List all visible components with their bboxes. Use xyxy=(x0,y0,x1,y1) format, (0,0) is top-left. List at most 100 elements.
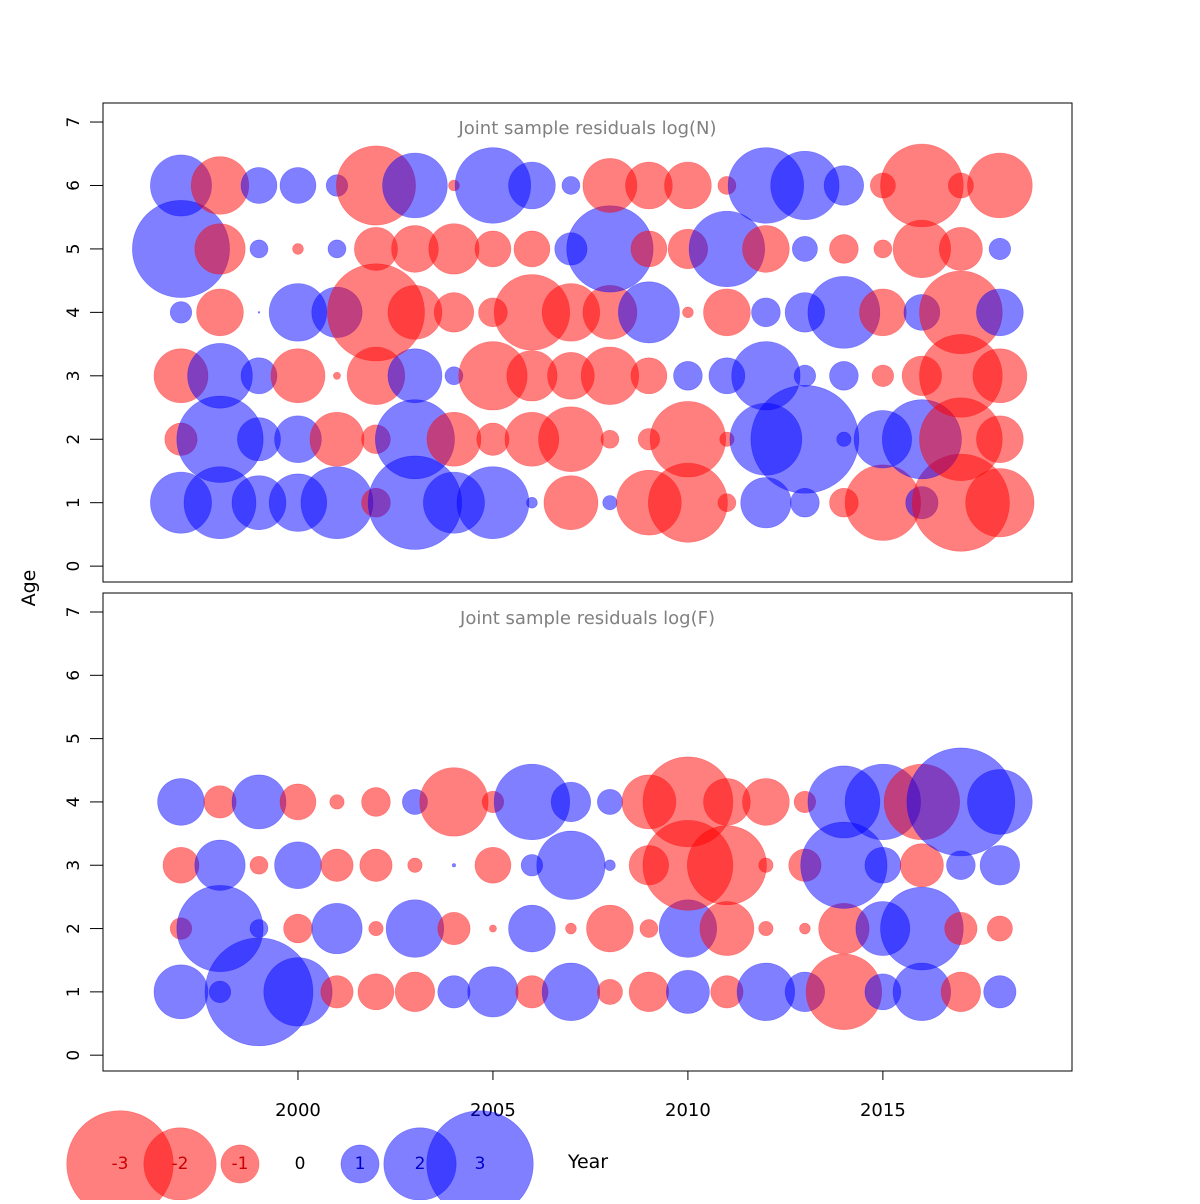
y-tick-label: 5 xyxy=(64,733,84,744)
bubble xyxy=(428,223,480,275)
y-axis-label: Age xyxy=(18,570,40,607)
bubble xyxy=(742,225,790,273)
bubble xyxy=(203,785,237,819)
panel-frame xyxy=(102,102,1073,583)
bubble xyxy=(274,841,322,889)
bubble xyxy=(823,165,864,206)
bubble xyxy=(508,161,556,210)
bubble xyxy=(437,912,471,946)
bubble xyxy=(967,152,1033,219)
bubble xyxy=(751,297,781,328)
bubble xyxy=(437,975,471,1009)
bubble xyxy=(666,969,710,1014)
bubble xyxy=(944,912,978,946)
bubble xyxy=(357,973,395,1011)
bubble xyxy=(731,341,801,411)
bubble xyxy=(604,859,616,871)
bubble xyxy=(967,769,1033,835)
bubble xyxy=(368,921,384,937)
bubble xyxy=(940,971,981,1012)
bubble xyxy=(983,975,1017,1009)
bubble xyxy=(976,288,1024,337)
bubble xyxy=(194,839,246,891)
bubble xyxy=(419,767,489,837)
bubble xyxy=(649,401,727,478)
x-tick-label: 2000 xyxy=(275,1100,321,1121)
bubble xyxy=(758,857,774,873)
y-tick-label: 4 xyxy=(64,307,84,318)
bubble xyxy=(597,789,623,815)
legend: -3 -2 -1 0 1 2 3 xyxy=(66,1110,534,1204)
bubble xyxy=(565,922,577,935)
bubble xyxy=(699,901,755,956)
bubble xyxy=(899,843,944,888)
bubble xyxy=(742,778,790,826)
y-tick-label: 2 xyxy=(64,923,84,934)
bubble xyxy=(320,848,354,882)
bubble xyxy=(541,962,601,1021)
bubble xyxy=(979,845,1020,886)
bubble xyxy=(836,431,852,447)
x-tick-label: 2010 xyxy=(665,1100,711,1121)
bubble xyxy=(703,288,751,337)
bubble xyxy=(426,411,482,467)
bubble xyxy=(169,301,193,324)
y-tick-label: 1 xyxy=(64,986,84,997)
y-tick-label: 0 xyxy=(64,1050,84,1061)
x-tick-label: 2015 xyxy=(860,1100,906,1121)
bubble xyxy=(489,924,497,933)
bubble xyxy=(283,913,313,944)
bubble xyxy=(829,234,859,264)
bubble xyxy=(630,230,668,268)
bubble xyxy=(536,830,606,900)
bubble xyxy=(279,167,317,204)
legend-item: 3 xyxy=(426,1110,534,1204)
y-tick-label: 1 xyxy=(64,497,84,508)
y-tick-label: 2 xyxy=(64,434,84,445)
bubble xyxy=(456,466,530,539)
bubble xyxy=(586,904,634,953)
bubble xyxy=(354,227,398,271)
y-tick-label: 7 xyxy=(64,117,84,128)
panel-title: Joint sample residuals log(N) xyxy=(457,118,716,139)
bubble xyxy=(550,781,592,823)
y-tick-label: 6 xyxy=(64,670,84,681)
bubble xyxy=(249,919,269,938)
bubble xyxy=(196,288,244,337)
bubble xyxy=(292,243,304,255)
bubble xyxy=(231,774,287,830)
bubble xyxy=(526,496,538,509)
bubble xyxy=(664,161,712,210)
legend-label: -2 xyxy=(172,1154,189,1174)
bubble xyxy=(327,239,347,259)
bubble xyxy=(249,239,269,259)
legend-label: 3 xyxy=(475,1154,486,1174)
legend-item: -2 xyxy=(143,1127,217,1201)
panel-title: Joint sample residuals log(F) xyxy=(459,608,715,629)
y-tick-label: 3 xyxy=(64,370,84,381)
bubble xyxy=(965,468,1035,538)
bubble xyxy=(864,846,902,884)
legend-label: -1 xyxy=(232,1154,249,1174)
bubble xyxy=(474,846,512,884)
bubble xyxy=(986,915,1013,942)
bubble xyxy=(279,783,317,821)
bubble xyxy=(508,904,556,953)
bubble xyxy=(153,964,209,1020)
legend-label: 1 xyxy=(355,1154,366,1174)
bubble xyxy=(682,306,694,319)
panel-2: Joint sample residuals log(F) 0 1 2 3 4 5 6 7 200… xyxy=(64,592,1073,1121)
y-tick-label: 6 xyxy=(64,180,84,191)
legend-item: 0 xyxy=(295,1154,306,1174)
bubble xyxy=(873,239,893,259)
bubble xyxy=(333,371,341,380)
bubble xyxy=(249,855,269,875)
legend-bubble xyxy=(426,1110,534,1204)
bubble xyxy=(270,348,326,404)
bubble xyxy=(476,422,510,456)
y-tick-label: 3 xyxy=(64,860,84,871)
bubble xyxy=(257,311,261,314)
bubble xyxy=(793,364,816,387)
bubble xyxy=(602,495,618,511)
